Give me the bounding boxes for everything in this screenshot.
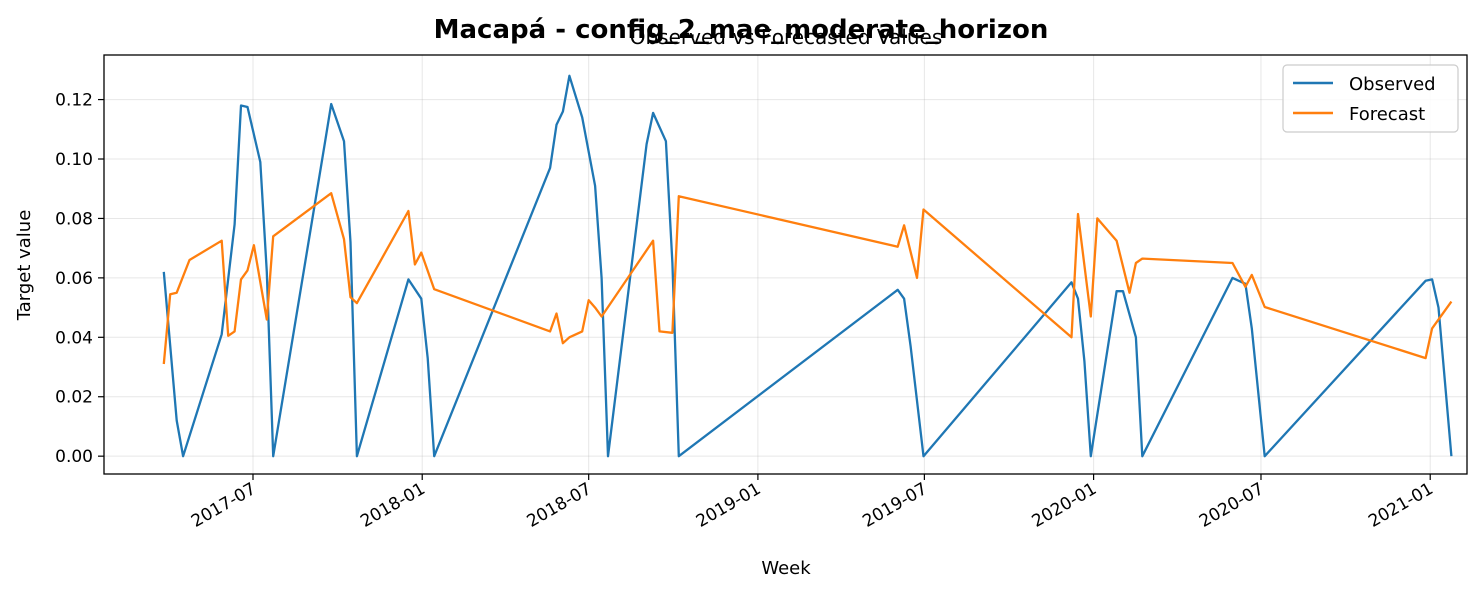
y-tick-label: 0.08 (55, 209, 93, 229)
legend: Observed Forecast (1282, 64, 1459, 133)
legend-label-forecast: Forecast (1349, 104, 1425, 125)
series-line-forecast (162, 192, 1453, 365)
y-axis-ticks: 0.00 0.02 0.04 0.06 0.08 0.10 0.12 (55, 91, 104, 467)
plot-frame (103, 54, 1468, 475)
y-axis-label: Target value (14, 210, 35, 322)
axes-title: Observed vs Forecasted Values (630, 25, 943, 49)
y-tick-label: 0.06 (55, 269, 93, 289)
y-tick-label: 0.12 (55, 91, 93, 111)
x-axis-label: Week (761, 558, 811, 579)
y-tick-label: 0.10 (55, 150, 93, 170)
y-tick-label: 0.04 (55, 328, 93, 348)
chart-suptitle: Macapá - config_2_mae_moderate_horizon (434, 15, 1049, 45)
y-tick-label: 0.02 (55, 388, 93, 408)
legend-label-observed: Observed (1349, 74, 1436, 95)
series-line-observed (162, 74, 1453, 458)
y-tick-label: 0.00 (55, 447, 93, 467)
plot-lines (162, 74, 1453, 458)
